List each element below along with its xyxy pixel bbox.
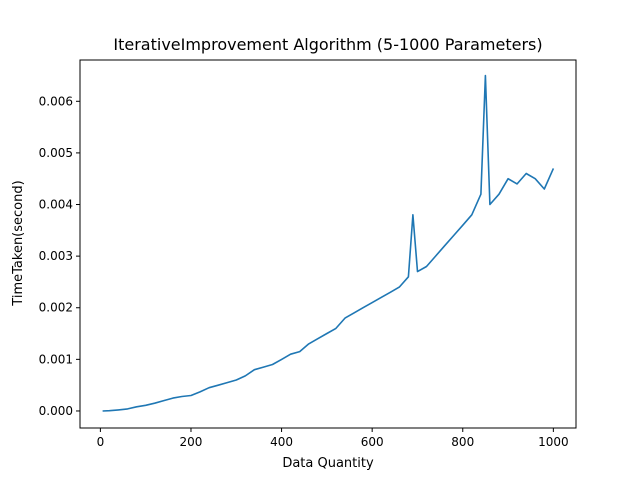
x-tick-label: 400 bbox=[270, 435, 293, 449]
x-tick-label: 600 bbox=[361, 435, 384, 449]
x-tick-label: 1000 bbox=[538, 435, 569, 449]
plot-area bbox=[102, 74, 555, 412]
y-axis-label: TimeTaken(second) bbox=[11, 180, 26, 306]
x-tick-label: 200 bbox=[180, 435, 203, 449]
x-tick-label: 800 bbox=[451, 435, 474, 449]
y-tick-label: 0.005 bbox=[39, 146, 73, 160]
x-tick-label: 0 bbox=[97, 435, 105, 449]
y-tick-label: 0.001 bbox=[39, 352, 73, 366]
axes: 0 200 400 600 800 1000 0.000 0.001 0.002 0.003 0.0… bbox=[39, 59, 577, 449]
y-tick-label: 0.002 bbox=[39, 301, 73, 315]
x-axis-label: Data Quantity bbox=[282, 456, 374, 471]
y-tick-label: 0.003 bbox=[39, 249, 73, 263]
y-tick-label: 0.006 bbox=[39, 94, 73, 108]
axes-frame bbox=[79, 59, 577, 429]
y-tick-label: 0.004 bbox=[39, 198, 73, 212]
y-tick-label: 0.000 bbox=[39, 404, 73, 418]
chart-title: IterativeImprovement Algorithm (5-1000 P… bbox=[113, 35, 542, 54]
series-line bbox=[102, 74, 555, 412]
